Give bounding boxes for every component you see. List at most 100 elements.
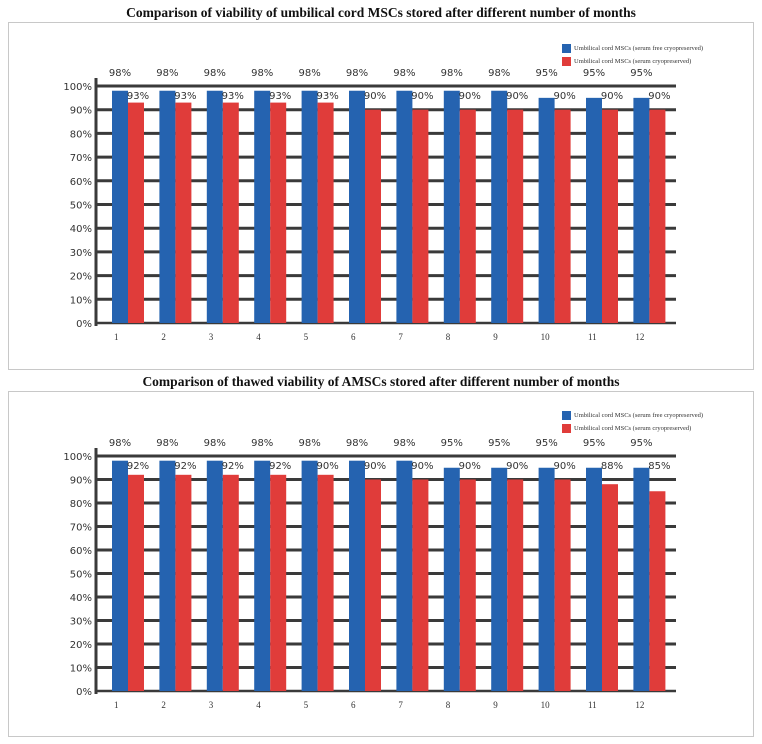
x-tick-label: 7 [398,332,403,342]
x-tick-label: 6 [351,332,356,342]
x-tick-label: 1 [114,332,119,342]
bar [365,109,381,323]
data-label: 95% [441,438,463,449]
bar [317,474,334,691]
y-tick-label: 80% [70,499,92,510]
data-label: 98% [109,438,131,449]
chart-1-panel: 0% 10% 20% 30% 40% 50% 60% 70% 80% 90% 100% 98% 93% 1… [8,22,754,370]
data-label: 92% [174,461,196,472]
bar [602,484,618,691]
y-tick-label: 100% [63,82,92,93]
y-tick-label: 20% [70,272,92,283]
bar [128,474,144,691]
bar [222,102,239,323]
data-label: 98% [156,438,178,449]
legend-label: Umbilical cord MSCs (serum free cryopres… [574,412,704,419]
y-tick-label: 90% [70,106,92,117]
x-tick-label: 5 [304,332,309,342]
data-label: 98% [393,68,415,79]
data-label: 98% [298,438,320,449]
data-label: 85% [648,461,670,472]
bar [175,102,192,323]
y-tick-label: 70% [70,523,92,534]
y-tick-label: 60% [70,177,92,188]
bar [412,109,429,323]
data-label: 98% [204,68,226,79]
bar [112,460,128,691]
bar [222,474,239,691]
y-tick-label: 60% [70,546,92,557]
data-label: 98% [156,68,178,79]
data-label: 98% [204,438,226,449]
data-label: 93% [269,91,291,102]
x-tick-label: 9 [493,700,498,710]
data-label: 98% [251,68,273,79]
x-tick-label: 6 [351,700,356,710]
bar [459,109,476,323]
legend-swatch [562,44,571,53]
chart-2-plot: 0% 10% 20% 30% 40% 50% 60% 70% 80% 90% 100% 98% 92% 1… [63,438,676,710]
data-label: 90% [553,91,575,102]
bar [206,460,223,691]
data-label: 88% [601,461,623,472]
x-tick-label: 11 [588,332,597,342]
bar [491,90,508,324]
x-tick-label: 1 [114,700,119,710]
legend-item-serum: Umbilical cord MSCs (serum cryopreserved… [562,424,691,433]
bar [159,90,176,324]
bar [443,467,460,691]
bar [602,109,618,323]
y-tick-label: 80% [70,129,92,140]
bar [649,109,666,323]
data-label: 98% [441,68,463,79]
data-label: 90% [506,461,528,472]
data-label: 95% [488,438,510,449]
bar [159,460,176,691]
data-label: 98% [298,68,320,79]
bar [396,90,413,324]
chart-1-plot: 0% 10% 20% 30% 40% 50% 60% 70% 80% 90% 100% 98% 93% 1… [63,68,676,342]
x-tick-label: 8 [446,700,451,710]
data-label: 90% [411,461,433,472]
bar [443,90,460,324]
bar [554,479,571,691]
bar [128,102,144,323]
bar [633,97,650,323]
x-tick-label: 7 [398,700,403,710]
data-label: 90% [411,91,433,102]
x-tick-label: 10 [541,332,551,342]
chart-2-title: Comparison of thawed viability of AMSCs … [142,374,620,389]
bar [396,460,413,691]
y-tick-label: 70% [70,153,92,164]
y-tick-label: 50% [70,570,92,581]
bar [412,479,429,691]
legend-item-serum-free: Umbilical cord MSCs (serum free cryopres… [562,44,703,53]
data-label: 95% [535,68,557,79]
data-label: 90% [648,91,670,102]
data-label: 92% [127,461,149,472]
data-label: 95% [583,438,605,449]
x-tick-label: 10 [541,700,551,710]
data-label: 93% [222,91,244,102]
data-label: 95% [583,68,605,79]
data-label: 93% [174,91,196,102]
bar [301,460,318,691]
legend-swatch [562,57,571,66]
y-tick-label: 10% [70,295,92,306]
data-label: 90% [316,461,338,472]
data-label: 90% [364,91,386,102]
x-tick-label: 2 [161,700,166,710]
y-tick-label: 20% [70,640,92,651]
x-tick-label: 11 [588,700,597,710]
x-tick-label: 5 [304,700,309,710]
legend-swatch [562,424,571,433]
data-label: 92% [222,461,244,472]
y-tick-label: 10% [70,664,92,675]
data-label: 93% [127,91,149,102]
bar [270,102,287,323]
y-tick-label: 40% [70,224,92,235]
bar [538,467,555,691]
y-tick-label: 30% [70,248,92,259]
bar [586,467,602,691]
bar [507,109,524,323]
